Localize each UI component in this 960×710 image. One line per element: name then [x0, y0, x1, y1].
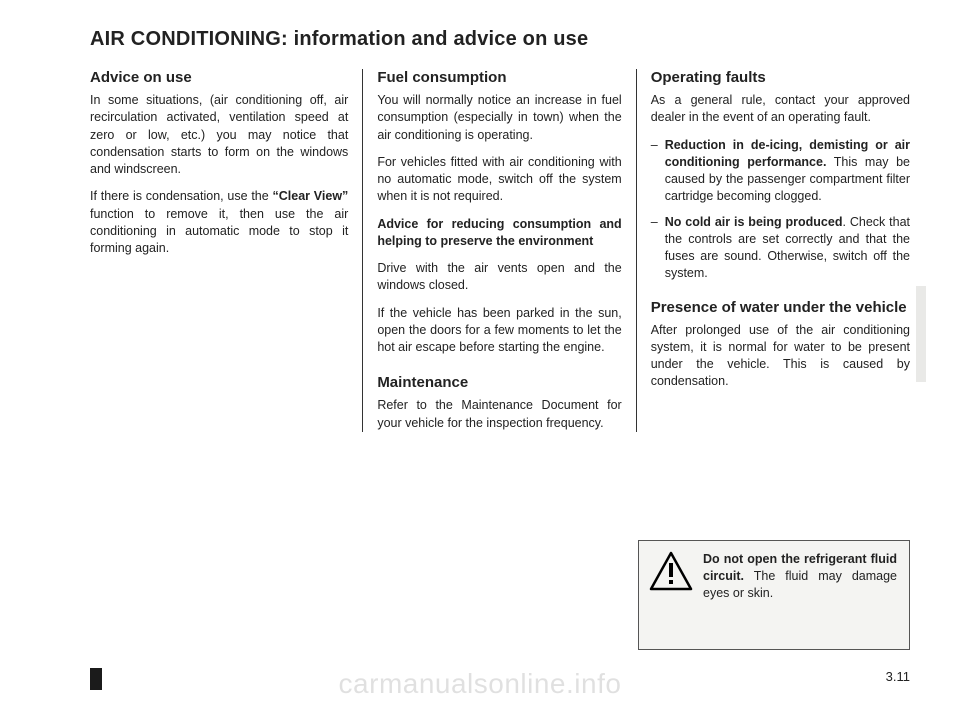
fuel-paragraph-4: Drive with the air vents open and the wi…	[377, 260, 621, 295]
warning-text: Do not open the refrigerant fluid circui…	[703, 551, 897, 602]
faults-item-2: No cold air is being produced. Check tha…	[651, 214, 910, 283]
warning-box: Do not open the refrigerant fluid circui…	[638, 540, 910, 650]
page-title: AIR CONDITIONING: information and advice…	[90, 28, 910, 51]
maintenance-paragraph: Refer to the Maintenance Document for yo…	[377, 397, 621, 432]
column-advice: Advice on use In some situations, (air c…	[90, 69, 363, 432]
column-layout: Advice on use In some situations, (air c…	[90, 69, 910, 432]
heading-advice: Advice on use	[90, 69, 348, 86]
advice-paragraph-1: In some situations, (air conditioning of…	[90, 92, 348, 178]
advice-p2-part1: If there is condensation, use the	[90, 189, 273, 203]
faults-item2-bold: No cold air is being produced	[665, 215, 843, 229]
page-number: 3.11	[886, 669, 910, 684]
heading-fuel: Fuel consumption	[377, 69, 621, 86]
fuel-paragraph-1: You will normally notice an increase in …	[377, 92, 621, 144]
watermark-text: carmanualsonline.info	[0, 668, 960, 700]
faults-paragraph-1: As a general rule, contact your approved…	[651, 92, 910, 127]
advice-p2-bold: “Clear View”	[273, 189, 349, 203]
fuel-p3-bold: Advice for reducing consumption and help…	[377, 217, 621, 248]
footer-tab-marker	[90, 668, 102, 690]
faults-item-1: Reduction in de-icing, demisting or air …	[651, 137, 910, 206]
faults-list: Reduction in de-icing, demisting or air …	[651, 137, 910, 283]
advice-paragraph-2: If there is condensation, use the “Clear…	[90, 188, 348, 257]
water-paragraph: After prolonged use of the air condition…	[651, 322, 910, 391]
heading-maintenance: Maintenance	[377, 374, 621, 391]
column-fuel-maintenance: Fuel consumption You will normally notic…	[363, 69, 636, 432]
side-tab-marker	[916, 286, 926, 382]
column-faults-water: Operating faults As a general rule, cont…	[637, 69, 910, 432]
heading-faults: Operating faults	[651, 69, 910, 86]
advice-p2-part3: function to remove it, then use the air …	[90, 207, 348, 256]
manual-page: AIR CONDITIONING: information and advice…	[0, 0, 960, 710]
fuel-paragraph-5: If the vehicle has been parked in the su…	[377, 305, 621, 357]
warning-triangle-icon	[649, 551, 693, 591]
fuel-paragraph-3: Advice for reducing consumption and help…	[377, 216, 621, 251]
fuel-paragraph-2: For vehicles fitted with air conditionin…	[377, 154, 621, 206]
heading-water: Presence of water under the vehicle	[651, 299, 910, 316]
